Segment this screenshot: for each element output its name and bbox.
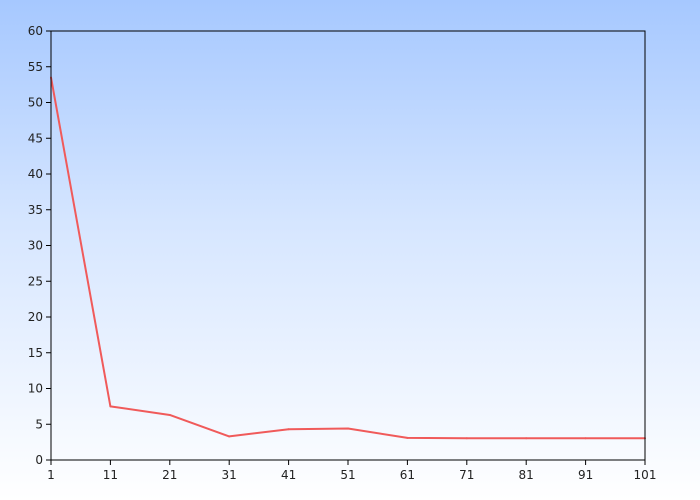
y-tick-label: 55: [28, 60, 43, 74]
x-tick-label: 21: [162, 468, 177, 482]
data-point: [406, 436, 409, 439]
plot-area-frame: [50, 30, 646, 461]
data-point: [168, 413, 171, 416]
series-group: [50, 76, 646, 440]
x-tick-label: 91: [578, 468, 593, 482]
y-tick-label: 60: [28, 24, 43, 38]
x-axis-ticks: 1 11 21 31 41 51 61 71 81 91 101: [47, 460, 656, 482]
x-tick-label: 31: [222, 468, 237, 482]
y-tick-label: 10: [28, 382, 43, 396]
series-line-0: [50, 77, 645, 440]
y-tick-label: 40: [28, 167, 43, 181]
data-point: [287, 428, 290, 431]
x-tick-label: 71: [459, 468, 474, 482]
data-point: [465, 437, 468, 440]
x-tick-label: 51: [340, 468, 355, 482]
x-tick-label: 81: [519, 468, 534, 482]
y-tick-label: 45: [28, 131, 43, 145]
y-tick-label: 15: [28, 346, 43, 360]
y-tick-label: 35: [28, 203, 43, 217]
data-point: [584, 437, 587, 440]
data-point: [109, 405, 112, 408]
y-tick-label: 5: [35, 417, 43, 431]
x-tick-label: 101: [634, 468, 657, 482]
y-axis-ticks: 0 5 10 15 20 25 30 35 40 45 50 55 60: [28, 24, 51, 467]
data-point: [525, 437, 528, 440]
data-point: [228, 435, 231, 438]
y-tick-label: 0: [35, 453, 43, 467]
x-tick-label: 61: [400, 468, 415, 482]
y-tick-label: 25: [28, 274, 43, 288]
y-tick-label: 20: [28, 310, 43, 324]
y-tick-label: 50: [28, 96, 43, 110]
x-tick-label: 11: [103, 468, 118, 482]
x-tick-label: 41: [281, 468, 296, 482]
x-tick-label: 1: [47, 468, 55, 482]
y-tick-label: 30: [28, 239, 43, 253]
data-point: [347, 427, 349, 430]
